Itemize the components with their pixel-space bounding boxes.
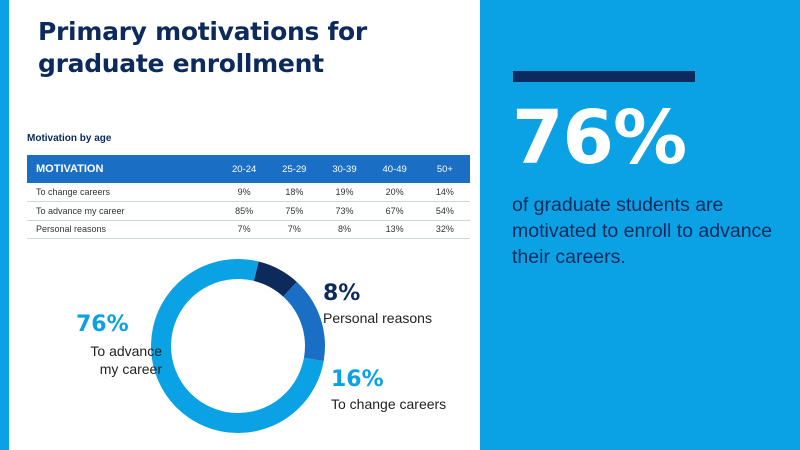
header-20-24: 20-24 [231, 163, 257, 175]
header-motivation: MOTIVATION [36, 163, 104, 175]
page-title: Primary motivations for graduate enrollm… [38, 17, 367, 78]
header-50-plus: 50+ [436, 163, 453, 175]
header-30-39: 30-39 [332, 163, 357, 175]
table-cell: 67% [385, 205, 404, 216]
row-label: To advance my career [36, 205, 125, 216]
table-cell: 75% [285, 205, 304, 216]
table-cell: 7% [287, 224, 301, 235]
slice-label-advance-line2: my career [99, 361, 162, 377]
table-cell: 19% [335, 187, 354, 197]
stat-description: of graduate students are motivated to en… [512, 194, 773, 268]
table-subtitle: Motivation by age [27, 133, 112, 144]
donut-chart [151, 259, 325, 433]
table-cell: 54% [435, 205, 454, 216]
table-row: To change careers 9% 18% 19% 20% 14% [27, 183, 470, 202]
stat-value: 76% [512, 95, 687, 181]
table-cell: 9% [237, 187, 251, 197]
donut-slice-personal-reasons [253, 261, 297, 297]
slice-label-advance-line1: To advance [90, 343, 162, 359]
table-cell: 8% [337, 224, 351, 235]
row-label: Personal reasons [36, 224, 107, 235]
table-row: To advance my career 85% 75% 73% 67% 54% [27, 202, 470, 220]
table-cell: 7% [237, 224, 251, 235]
table-cell: 85% [235, 205, 254, 216]
header-25-29: 25-29 [282, 163, 307, 175]
table-header-row: MOTIVATION 20-24 25-29 30-39 40-49 50+ [27, 155, 470, 183]
slice-label-personal: Personal reasons [323, 310, 432, 326]
table-cell: 73% [335, 205, 354, 216]
table-cell: 13% [385, 224, 404, 235]
table-cell: 32% [435, 224, 454, 235]
motivation-table: MOTIVATION 20-24 25-29 30-39 40-49 50+ T… [27, 155, 470, 239]
table-row: Personal reasons 7% 7% 8% 13% 32% [27, 220, 470, 239]
stat-accent-bar [513, 71, 695, 82]
donut-slice-to-change-careers [283, 281, 325, 362]
left-accent-strip [0, 0, 9, 450]
slice-label-change-pct: 16% [331, 367, 384, 392]
table-cell: 18% [285, 187, 304, 197]
slice-label-personal-pct: 8% [323, 281, 361, 306]
header-40-49: 40-49 [382, 163, 407, 175]
table-cell: 14% [435, 187, 454, 197]
row-label: To change careers [36, 187, 111, 197]
table-cell: 20% [385, 187, 404, 197]
slice-label-advance-pct: 76% [76, 312, 129, 337]
slice-label-change: To change careers [331, 396, 447, 412]
